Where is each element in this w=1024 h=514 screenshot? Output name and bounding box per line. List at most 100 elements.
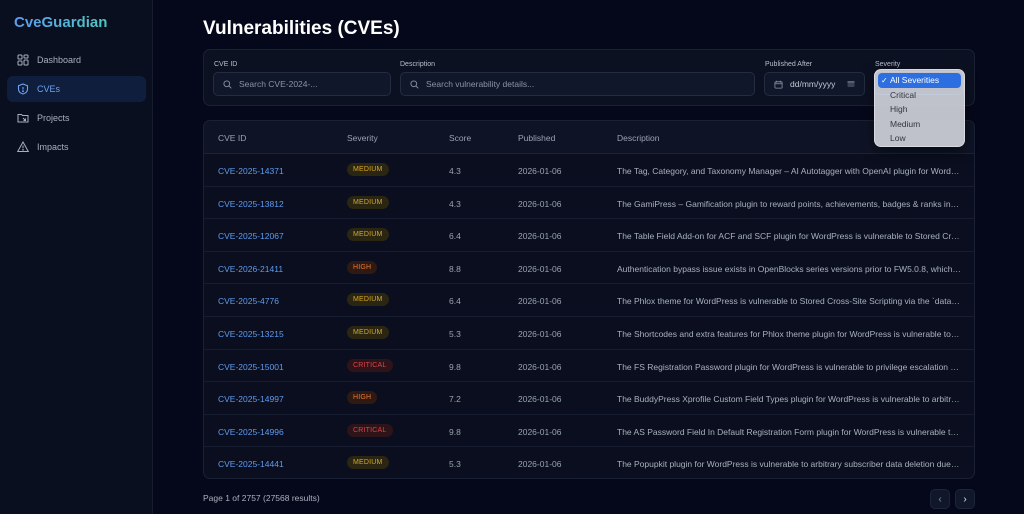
score: 8.8: [449, 263, 461, 274]
score: 5.3: [449, 459, 461, 470]
option-label: Low: [890, 133, 906, 144]
description-search-input[interactable]: Search vulnerability details...: [400, 72, 755, 96]
published-date: 2026-01-06: [518, 263, 562, 274]
severity-badge: HIGH: [347, 391, 378, 405]
next-page-button[interactable]: ›: [955, 489, 975, 509]
cve-id-link[interactable]: CVE-2025-13812: [218, 198, 284, 209]
table-row[interactable]: CVE-2025-15001 CRITICAL 9.8 2026-01-06 T…: [204, 350, 974, 383]
score: 5.3: [449, 328, 461, 339]
published-after-label: Published After: [765, 61, 813, 68]
severity-badge: MEDIUM: [347, 293, 389, 307]
published-date: 2026-01-06: [518, 296, 562, 307]
severity-badge: MEDIUM: [347, 163, 389, 176]
cve-id-link[interactable]: CVE-2025-15001: [218, 361, 284, 372]
search-icon: [223, 79, 232, 89]
sidebar-item-projects[interactable]: Projects: [7, 105, 146, 131]
published-date: 2026-01-06: [518, 361, 562, 372]
table-row[interactable]: CVE-2026-21411 HIGH 8.8 2026-01-06 Authe…: [204, 252, 974, 285]
severity-badge: MEDIUM: [347, 456, 389, 470]
score: 6.4: [449, 231, 461, 242]
description: The BuddyPress Xprofile Custom Field Typ…: [617, 394, 960, 405]
published-date: 2026-01-06: [518, 426, 562, 437]
table-header: CVE ID Severity Score Published Descript…: [204, 121, 974, 154]
severity-badge: HIGH: [347, 260, 378, 274]
option-label: All Severities: [890, 75, 940, 86]
cve-id-link[interactable]: CVE-2026-21411: [218, 263, 284, 274]
table-row[interactable]: CVE-2025-12067 MEDIUM 6.4 2026-01-06 The…: [204, 219, 974, 252]
severity-option-critical[interactable]: Critical: [878, 88, 961, 103]
published-date: 2026-01-06: [518, 328, 562, 339]
column-header-score[interactable]: Score: [449, 133, 472, 143]
severity-badge: MEDIUM: [347, 228, 389, 242]
column-header-published[interactable]: Published: [518, 133, 556, 143]
table-row[interactable]: CVE-2025-14996 CRITICAL 9.8 2026-01-06 T…: [204, 415, 974, 448]
app-logo[interactable]: CveGuardian: [14, 14, 108, 31]
folder-icon: [17, 112, 29, 124]
sidebar-item-impacts[interactable]: Impacts: [7, 134, 146, 160]
cve-id-link[interactable]: CVE-2025-14996: [218, 426, 284, 437]
published-date: 2026-01-06: [518, 231, 562, 242]
filter-panel: CVE ID Search CVE-2024-... Description S…: [203, 49, 975, 106]
severity-option-low[interactable]: Low: [878, 131, 961, 146]
published-date: 2026-01-06: [518, 166, 562, 176]
cve-id-link[interactable]: CVE-2025-14997: [218, 394, 284, 405]
severity-dropdown-menu: ✓ All Severities Critical High Medium Lo…: [874, 69, 965, 147]
page-title: Vulnerabilities (CVEs): [203, 18, 400, 39]
pagination-summary: Page 1 of 2757 (27568 results): [203, 493, 320, 503]
severity-option-medium[interactable]: Medium: [878, 117, 961, 132]
severity-badge: CRITICAL: [347, 423, 393, 437]
chevron-right-icon: ›: [963, 493, 967, 505]
description: The AS Password Field In Default Registr…: [617, 426, 959, 437]
cve-id-link[interactable]: CVE-2025-14441: [218, 459, 284, 470]
cve-table: CVE ID Severity Score Published Descript…: [203, 120, 975, 479]
table-row[interactable]: CVE-2025-14997 HIGH 7.2 2026-01-06 The B…: [204, 382, 974, 415]
published-date: 2026-01-06: [518, 459, 562, 470]
score: 9.8: [449, 361, 461, 372]
sidebar-item-label: Dashboard: [37, 55, 82, 65]
cve-id-link[interactable]: CVE-2025-4776: [218, 296, 279, 307]
sidebar-item-label: Impacts: [37, 142, 69, 152]
column-header-description[interactable]: Description: [617, 133, 660, 143]
dashboard-grid-icon: [17, 54, 29, 66]
score: 4.3: [449, 166, 461, 176]
calendar-picker-icon[interactable]: [847, 80, 855, 88]
sidebar: CveGuardian Dashboard CVEs Projects Impa…: [0, 0, 153, 514]
description: The GamiPress – Gamification plugin to r…: [617, 198, 960, 209]
description: The FS Registration Password plugin for …: [617, 361, 959, 372]
column-header-severity[interactable]: Severity: [347, 133, 378, 143]
option-label: Medium: [890, 118, 921, 129]
previous-page-button[interactable]: ‹: [930, 489, 950, 509]
score: 9.8: [449, 426, 461, 437]
main-content: Vulnerabilities (CVEs) CVE ID Search CVE…: [154, 0, 1024, 514]
description: The Popupkit plugin for WordPress is vul…: [617, 459, 960, 470]
table-row[interactable]: CVE-2025-13812 MEDIUM 4.3 2026-01-06 The…: [204, 187, 974, 220]
severity-badge: CRITICAL: [347, 358, 393, 372]
cve-id-link[interactable]: CVE-2025-13215: [218, 328, 284, 339]
severity-badge: MEDIUM: [347, 195, 389, 209]
column-header-cve-id[interactable]: CVE ID: [218, 133, 247, 143]
table-row[interactable]: CVE-2025-4776 MEDIUM 6.4 2026-01-06 The …: [204, 284, 974, 317]
cve-id-placeholder: Search CVE-2024-...: [239, 79, 318, 89]
severity-label: Severity: [875, 61, 901, 68]
option-label: Critical: [890, 89, 916, 100]
cve-id-link[interactable]: CVE-2025-12067: [218, 231, 284, 242]
cve-id-search-input[interactable]: Search CVE-2024-...: [213, 72, 391, 96]
warning-triangle-icon: [17, 141, 29, 153]
description-placeholder: Search vulnerability details...: [426, 79, 535, 89]
calendar-icon: [774, 80, 783, 89]
shield-icon: [17, 83, 29, 95]
score: 6.4: [449, 296, 461, 307]
cve-id-link[interactable]: CVE-2025-14371: [218, 166, 284, 176]
published-after-date-input[interactable]: dd/mm/yyyy: [764, 72, 865, 96]
table-row[interactable]: CVE-2025-13215 MEDIUM 5.3 2026-01-06 The…: [204, 317, 974, 350]
severity-option-all[interactable]: ✓ All Severities: [878, 73, 961, 88]
table-row[interactable]: CVE-2025-14441 MEDIUM 5.3 2026-01-06 The…: [204, 447, 974, 478]
table-row[interactable]: CVE-2025-14371 MEDIUM 4.3 2026-01-06 The…: [204, 154, 974, 187]
sidebar-item-dashboard[interactable]: Dashboard: [7, 47, 146, 73]
severity-option-high[interactable]: High: [878, 102, 961, 117]
score: 4.3: [449, 198, 461, 209]
sidebar-item-cves[interactable]: CVEs: [7, 76, 146, 102]
description: Authentication bypass issue exists in Op…: [617, 263, 961, 274]
cve-id-label: CVE ID: [214, 61, 238, 68]
score: 7.2: [449, 394, 461, 405]
